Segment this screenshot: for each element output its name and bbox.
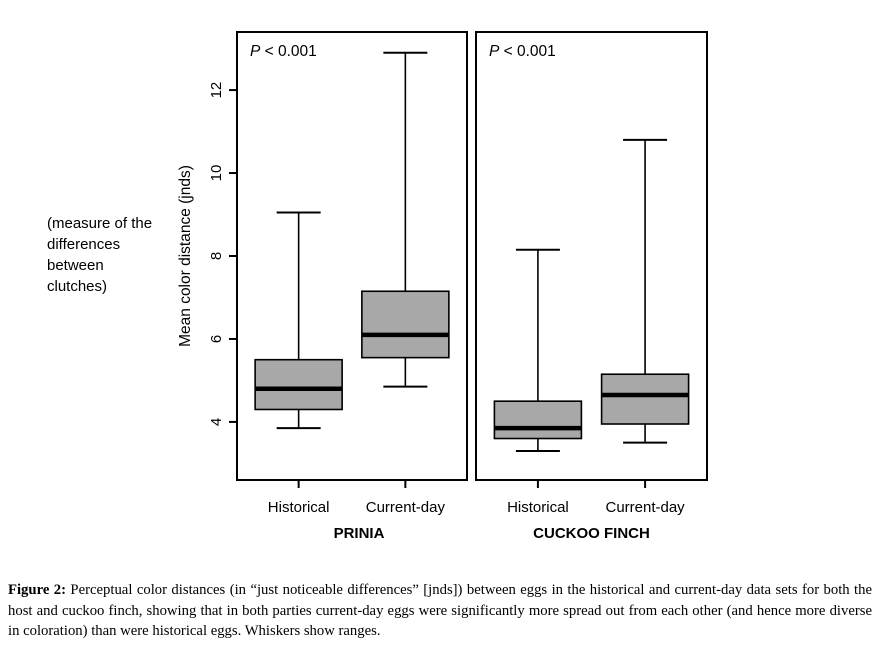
panel-border — [236, 31, 468, 481]
figure-caption: Figure 2: Perceptual color distances (in… — [8, 580, 872, 642]
boxplot-chart: P < 0.001 Historical Current-day PRINIA P < … — [177, 31, 708, 542]
axis-annotation-line: differences — [47, 236, 121, 253]
box-rect — [600, 373, 690, 425]
category-label: Current-day — [366, 499, 446, 516]
category-label: Current-day — [605, 499, 685, 516]
box-rect — [493, 400, 583, 440]
category-label: Historical — [268, 499, 330, 516]
y-tick-label: 10 — [208, 165, 225, 182]
y-tick-label: 8 — [208, 252, 225, 260]
figure-caption-label: Figure 2: — [8, 582, 66, 598]
figure-caption-text: Perceptual color distances (in “just not… — [8, 582, 872, 639]
box-rect — [361, 290, 450, 359]
axis-annotation-line: clutches) — [47, 278, 108, 295]
panel-title: PRINIA — [334, 525, 385, 542]
axis-annotation-line: between — [47, 257, 104, 274]
p-value-label: P < 0.001 — [489, 43, 556, 60]
y-tick-label: 6 — [208, 335, 225, 343]
y-tick-label: 12 — [208, 82, 225, 99]
box-rect — [254, 358, 343, 411]
p-value-label: P < 0.001 — [250, 43, 317, 60]
axis-annotation: (measure of the differences between clut… — [47, 213, 152, 297]
category-label: Historical — [507, 499, 569, 516]
panel-border — [475, 31, 708, 481]
y-axis-label: Mean color distance (jnds) — [177, 165, 194, 347]
panel-title: CUCKOO FINCH — [533, 525, 650, 542]
y-tick-label: 4 — [208, 418, 225, 426]
axis-annotation-line: (measure of the — [47, 215, 153, 232]
